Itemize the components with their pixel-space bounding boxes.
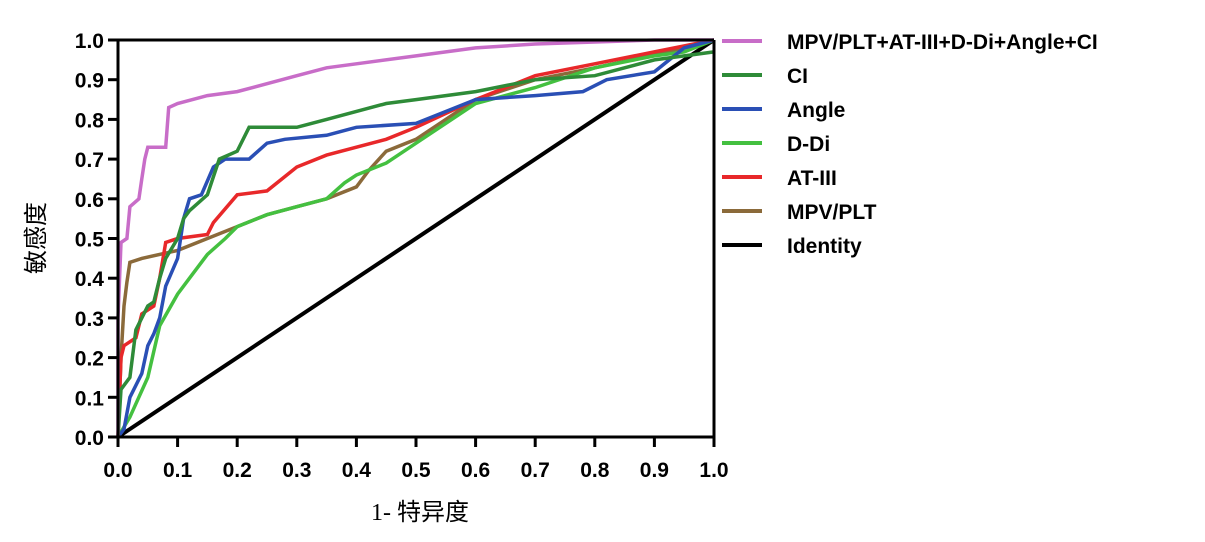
y-tick-label: 0.0 (75, 427, 104, 450)
x-tick-label: 0.8 (580, 459, 610, 482)
y-tick-label: 0.2 (75, 348, 104, 371)
y-tick-label: 1.0 (75, 30, 104, 53)
legend-item-mpv-plt-at-iii-d-di-angle-ci: MPV/PLT+AT-III+D-Di+Angle+CI (722, 31, 1098, 54)
y-tick-label: 0.7 (75, 149, 104, 172)
legend-item-mpv-plt: MPV/PLT (722, 201, 877, 224)
x-tick-label: 0.7 (521, 459, 550, 482)
x-tick-label: 0.5 (401, 459, 431, 482)
legend-label: AT-III (787, 167, 837, 190)
legend-item-angle: Angle (722, 99, 845, 122)
y-tick-label: 0.6 (75, 189, 104, 212)
legend-item-ci: CI (722, 65, 808, 88)
y-tick-label: 0.8 (75, 109, 105, 132)
legend-label: D-Di (787, 133, 830, 156)
series-line-mpv-plt-at-iii-d-di-angle-ci (116, 38, 714, 437)
x-tick-label: 0.9 (640, 459, 669, 482)
legend-item-d-di: D-Di (722, 133, 830, 156)
legend-label: CI (787, 65, 808, 88)
y-tick-label: 0.4 (75, 268, 105, 291)
x-axis-label: 1- 特异度 (371, 499, 469, 526)
x-tick-label: 0.1 (163, 459, 193, 482)
legend-label: MPV/PLT+AT-III+D-Di+Angle+CI (787, 31, 1098, 54)
legend-label: Identity (787, 235, 862, 258)
series-line-identity (116, 38, 716, 439)
x-tick-label: 0.0 (103, 459, 132, 482)
legend-label: MPV/PLT (787, 201, 877, 224)
x-tick-label: 1.0 (699, 459, 728, 482)
series-line-angle (116, 38, 715, 439)
legend-item-identity: Identity (722, 235, 862, 258)
y-tick-label: 0.5 (75, 229, 105, 252)
series-line-ci (116, 50, 715, 438)
x-tick-label: 0.4 (342, 459, 372, 482)
legend-label: Angle (787, 99, 845, 122)
x-tick-label: 0.3 (282, 459, 311, 482)
y-tick-label: 0.1 (75, 387, 105, 410)
x-tick-label: 0.2 (223, 459, 252, 482)
legend-item-at-iii: AT-III (722, 167, 837, 190)
y-axis-label: 敏感度 (23, 202, 50, 274)
x-tick-label: 0.6 (461, 459, 490, 482)
y-tick-label: 0.3 (75, 308, 104, 331)
y-tick-label: 0.9 (75, 70, 104, 93)
